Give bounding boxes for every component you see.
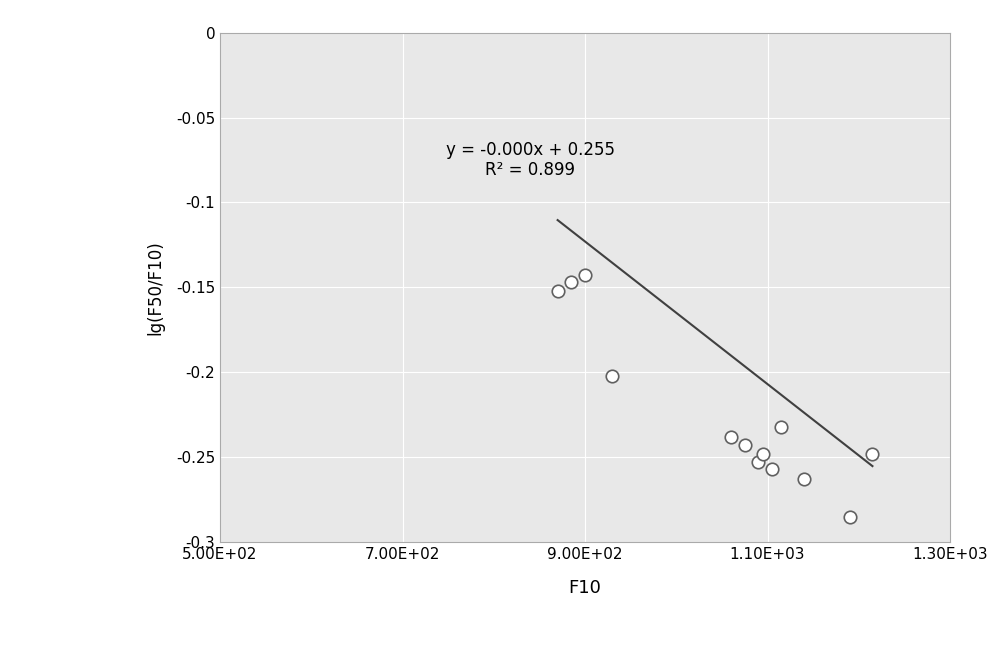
Point [723,432,739,442]
Point [750,457,766,468]
Point [842,511,858,522]
Point [773,421,789,432]
Point [764,464,780,474]
Y-axis label: lg(F50/F10): lg(F50/F10) [147,240,165,335]
Point [755,449,771,459]
Point [550,285,566,296]
Text: y = -0.000x + 0.255
R² = 0.899: y = -0.000x + 0.255 R² = 0.899 [446,140,615,180]
X-axis label: F10: F10 [569,579,601,597]
Point [604,370,620,381]
Point [796,474,812,485]
Point [864,449,880,459]
Point [577,270,593,281]
Point [563,277,579,287]
Point [737,440,753,451]
